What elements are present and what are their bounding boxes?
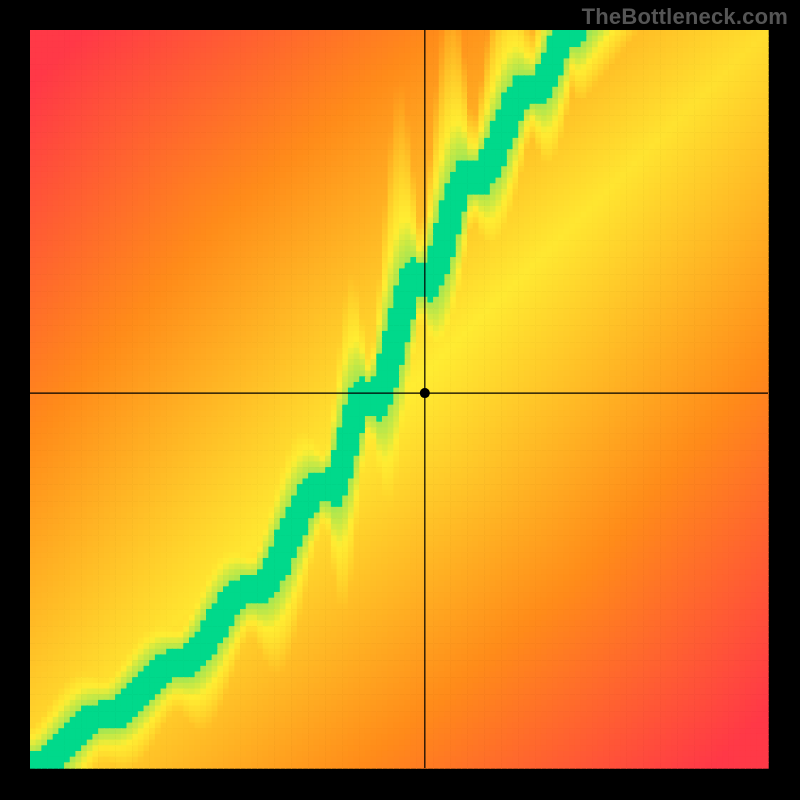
- bottleneck-heatmap: [0, 0, 800, 800]
- chart-container: TheBottleneck.com: [0, 0, 800, 800]
- watermark-text: TheBottleneck.com: [582, 4, 788, 30]
